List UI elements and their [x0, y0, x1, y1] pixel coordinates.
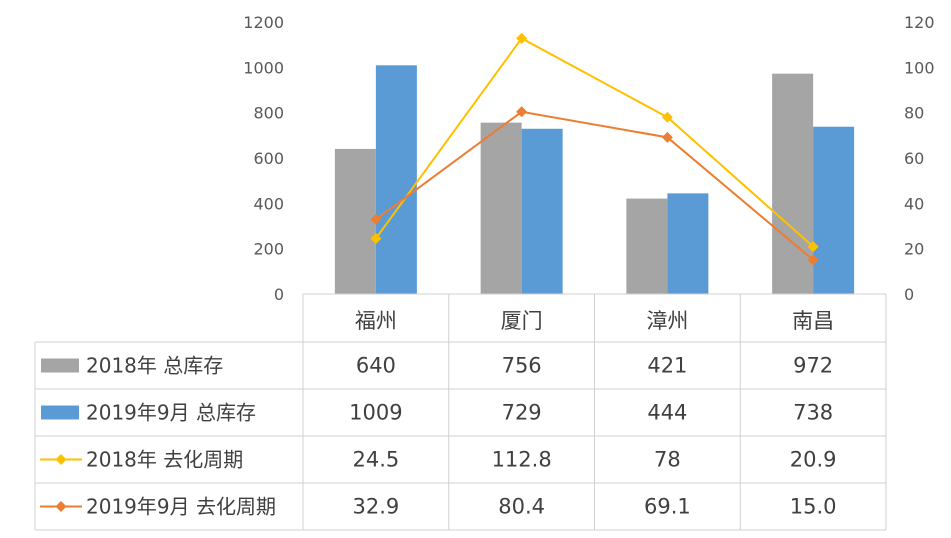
line-point — [516, 32, 528, 44]
category-label: 南昌 — [792, 309, 834, 333]
legend-label: 2019年9月 总库存 — [86, 401, 256, 425]
left-axis-tick-label: 200 — [253, 240, 284, 259]
legend-marker — [55, 454, 67, 465]
line-point — [516, 106, 528, 118]
legend-label: 2018年 去化周期 — [86, 448, 243, 472]
table-cell-value: 421 — [647, 354, 687, 378]
right-axis-tick-label: 100 — [904, 58, 935, 77]
right-axis-tick-label: 40 — [904, 194, 924, 213]
bar — [667, 193, 709, 294]
right-axis-tick-label: 0 — [904, 285, 914, 304]
table-cell-value: 1009 — [349, 401, 402, 425]
category-label: 漳州 — [646, 309, 688, 333]
table-cell-value: 80.4 — [498, 495, 545, 519]
line-point — [661, 131, 673, 143]
left-axis-tick-label: 1200 — [243, 13, 284, 32]
line-point — [661, 111, 673, 123]
line-point — [807, 241, 819, 253]
bar — [772, 73, 814, 295]
table-cell-value: 112.8 — [492, 448, 552, 472]
table-cell-value: 756 — [502, 354, 542, 378]
right-axis-tick-label: 120 — [904, 13, 935, 32]
table-cell-value: 32.9 — [352, 495, 399, 519]
legend-swatch — [41, 358, 79, 373]
table-cell-value: 738 — [793, 401, 833, 425]
legend-swatch — [41, 405, 79, 420]
category-label: 厦门 — [501, 309, 543, 333]
left-axis-tick-label: 800 — [253, 104, 284, 123]
table-cell-value: 972 — [793, 354, 833, 378]
table-cell-value: 78 — [654, 448, 681, 472]
bar — [480, 122, 522, 294]
left-axis-tick-label: 0 — [274, 285, 284, 304]
line-point — [370, 213, 382, 225]
line-point — [807, 254, 819, 266]
table-cell-value: 444 — [647, 401, 687, 425]
right-axis-tick-label: 20 — [904, 240, 924, 259]
series-line — [375, 37, 814, 248]
table-cell-value: 69.1 — [644, 495, 691, 519]
table-cell-value: 640 — [356, 354, 396, 378]
legend-label: 2019年9月 去化周期 — [86, 495, 276, 519]
table-cell-value: 729 — [502, 401, 542, 425]
bar — [521, 128, 563, 294]
bar — [626, 198, 668, 294]
right-axis-tick-label: 60 — [904, 149, 924, 168]
legend-marker — [55, 501, 67, 512]
left-axis-tick-label: 600 — [253, 149, 284, 168]
left-axis-tick-label: 400 — [253, 194, 284, 213]
left-axis-tick-label: 1000 — [243, 58, 284, 77]
series-line — [375, 110, 814, 261]
category-label: 福州 — [355, 309, 397, 333]
legend-label: 2018年 总库存 — [86, 354, 223, 378]
bar — [813, 126, 855, 294]
table-cell-value: 20.9 — [790, 448, 837, 472]
table-cell-value: 24.5 — [352, 448, 399, 472]
bar — [375, 65, 417, 294]
line-point — [370, 232, 382, 244]
right-axis-tick-label: 80 — [904, 104, 924, 123]
table-cell-value: 15.0 — [790, 495, 837, 519]
bar — [334, 148, 376, 294]
